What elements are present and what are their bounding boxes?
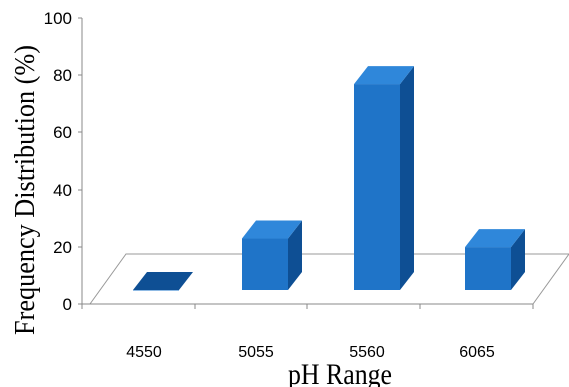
bar-4550	[133, 290, 179, 291]
x-tick-label: 6065	[459, 344, 495, 361]
y-tick-label: 100	[44, 9, 72, 28]
x-tick-marks	[81, 304, 534, 309]
y-tick-label: 60	[53, 123, 72, 142]
bar-side-6065	[511, 229, 525, 290]
bar-5055	[242, 238, 288, 290]
y-tick-label: 80	[53, 66, 72, 85]
bar-top-4550	[133, 272, 193, 290]
bar-top-5055	[242, 220, 302, 239]
x-tick-label: 5560	[349, 344, 385, 361]
y-tick-marks	[78, 17, 82, 305]
bar-side-5560	[400, 66, 414, 290]
bar-group	[133, 66, 525, 291]
y-axis-title: Frequency Distribution (%)	[9, 45, 41, 335]
y-tick-label: 0	[63, 295, 72, 314]
y-tick-label: 20	[53, 238, 72, 257]
bar-side-5055	[288, 220, 302, 290]
x-tick-label: 5055	[238, 344, 274, 361]
bar-top-6065	[465, 229, 525, 248]
x-axis-title: pH Range	[288, 358, 392, 387]
bar-top-5560	[354, 66, 414, 85]
x-tick-label: 4550	[126, 344, 162, 361]
bar-5560	[354, 84, 400, 290]
y-tick-label: 40	[53, 181, 72, 200]
bar-6065	[465, 247, 511, 290]
